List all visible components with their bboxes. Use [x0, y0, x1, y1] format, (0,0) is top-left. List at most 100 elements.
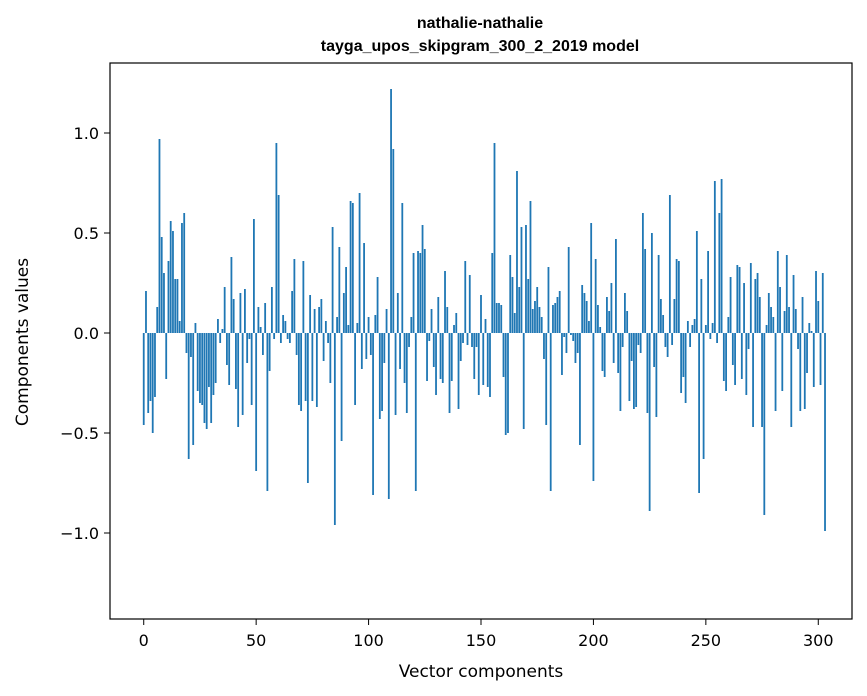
x-tick-label: 100 [353, 631, 384, 650]
bar-238 [677, 261, 680, 333]
bars-group [142, 89, 826, 531]
bar-75 [311, 333, 314, 401]
bar-206 [606, 297, 608, 333]
bar-282 [776, 251, 779, 333]
bar-118 [408, 333, 410, 347]
bar-298 [812, 333, 815, 387]
bar-209 [612, 333, 615, 363]
bar-179 [545, 333, 548, 425]
bar-208 [610, 283, 613, 333]
bar-100 [367, 317, 370, 333]
bar-111 [392, 149, 395, 333]
bar-15 [176, 279, 179, 333]
bar-117 [405, 333, 408, 413]
bar-164 [511, 277, 514, 333]
bar-55 [266, 333, 269, 491]
bar-20 [187, 333, 190, 459]
bar-73 [306, 333, 309, 483]
bar-284 [781, 333, 784, 391]
bar-167 [518, 287, 521, 333]
x-tick-label: 200 [578, 631, 609, 650]
bar-278 [767, 293, 770, 333]
bar-253 [711, 323, 714, 333]
bar-157 [495, 303, 498, 333]
bar-12 [169, 221, 172, 333]
bar-129 [432, 333, 435, 367]
x-tick-label: 50 [246, 631, 266, 650]
bar-26 [201, 333, 204, 405]
bar-97 [360, 333, 363, 369]
bar-226 [650, 233, 653, 333]
bar-2 [147, 333, 150, 413]
bar-236 [673, 299, 676, 333]
bar-19 [185, 333, 188, 353]
bar-36 [223, 287, 226, 333]
bar-276 [763, 333, 766, 515]
bar-30 [210, 333, 213, 423]
bar-91 [347, 325, 350, 333]
bar-90 [345, 267, 347, 333]
bar-228 [655, 333, 658, 417]
bar-145 [468, 275, 471, 333]
bar-23 [194, 323, 197, 333]
bar-122 [417, 251, 419, 333]
bar-237 [675, 259, 678, 333]
bar-200 [592, 333, 595, 481]
bar-213 [621, 333, 624, 347]
bar-13 [172, 231, 174, 333]
bar-252 [709, 333, 712, 339]
bar-274 [758, 297, 761, 333]
bar-132 [439, 333, 442, 379]
bar-14 [174, 279, 177, 333]
bar-255 [716, 333, 718, 343]
bar-105 [378, 333, 381, 419]
y-tick-label: 0.0 [74, 324, 99, 343]
bar-115 [401, 203, 404, 333]
bar-76 [313, 309, 316, 333]
bar-194 [579, 333, 581, 445]
bar-203 [599, 327, 602, 333]
bar-56 [268, 333, 271, 371]
bar-66 [291, 291, 294, 333]
bar-64 [286, 333, 289, 339]
bar-38 [228, 333, 231, 385]
bar-17 [181, 223, 183, 333]
bar-273 [756, 273, 759, 333]
bar-62 [282, 315, 285, 333]
bar-170 [525, 225, 527, 333]
bar-249 [702, 333, 705, 459]
plot-frame [109, 62, 853, 620]
y-tick-label: 0.5 [74, 224, 99, 243]
bar-245 [693, 319, 696, 333]
bar-270 [749, 263, 752, 333]
bar-71 [302, 261, 305, 333]
bar-204 [601, 333, 604, 371]
bar-207 [608, 311, 611, 333]
bar-176 [538, 307, 541, 333]
bar-112 [394, 333, 397, 415]
bar-188 [565, 333, 568, 353]
bar-136 [448, 333, 451, 413]
bar-125 [423, 249, 426, 333]
bar-272 [754, 279, 757, 333]
bar-277 [765, 325, 768, 333]
bar-87 [338, 247, 341, 333]
bar-4 [151, 333, 154, 433]
bar-119 [410, 317, 413, 333]
bar-103 [374, 315, 377, 333]
bar-301 [819, 333, 822, 385]
bar-34 [219, 333, 222, 343]
bar-1 [145, 291, 147, 333]
bar-287 [788, 307, 790, 333]
bar-63 [284, 321, 287, 333]
bar-263 [734, 333, 736, 385]
bar-187 [563, 333, 566, 337]
bar-9 [163, 273, 165, 333]
bar-180 [547, 267, 550, 333]
y-ticks: 1.0 0.5 0.0 −0.5 −1.0 [60, 124, 110, 543]
bar-35 [221, 329, 224, 333]
bar-159 [500, 305, 503, 333]
bar-279 [770, 307, 772, 333]
bar-109 [387, 333, 390, 499]
y-tick-label: −0.5 [60, 424, 99, 443]
